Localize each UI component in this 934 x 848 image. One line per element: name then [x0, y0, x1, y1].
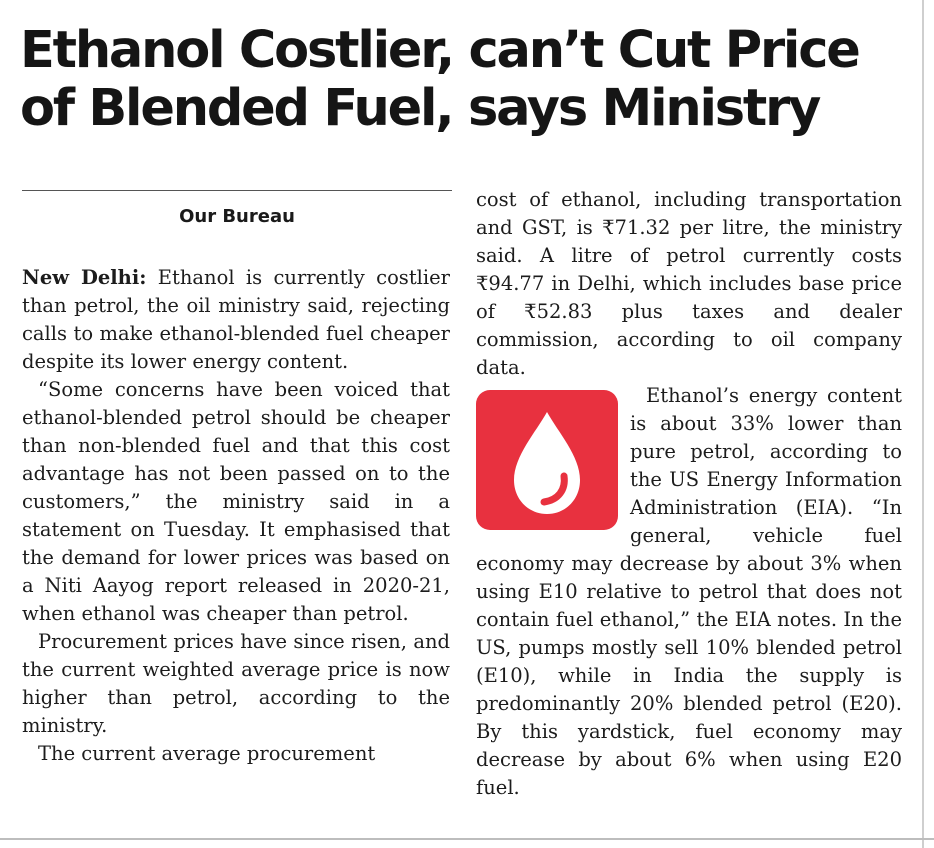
byline: Our Bureau — [179, 206, 295, 227]
article-column-right: cost of ethanol, including transportatio… — [476, 186, 902, 802]
article-paragraph-5: cost of ethanol, including transportatio… — [476, 188, 902, 379]
page-border-bottom — [0, 838, 934, 840]
byline-rule — [22, 190, 452, 191]
article-paragraph-4: The current average procurement — [38, 742, 376, 765]
article-paragraph-6: Ethanol’s energy content is about 33% lo… — [476, 384, 902, 799]
article-paragraph-2: “Some concerns have been voiced that eth… — [22, 378, 450, 625]
headline: Ethanol Costlier, can’t Cut Price of Ble… — [20, 22, 910, 138]
dateline: New Delhi: — [22, 266, 147, 289]
headline-line-1: Ethanol Costlier, can’t Cut Price — [20, 21, 861, 80]
article-paragraph-1: New Delhi: Ethanol is currently costlier… — [22, 264, 450, 376]
article-paragraph-3: Procurement prices have since risen, and… — [22, 630, 450, 737]
page-border-right — [922, 0, 924, 848]
fuel-drop-icon — [476, 390, 618, 530]
fuel-drop-highlight — [540, 472, 568, 506]
article-paragraph-1-text: Ethanol is currently costlier than petro… — [22, 266, 450, 373]
article-column-left: New Delhi: Ethanol is currently costlier… — [22, 264, 450, 768]
headline-line-2: of Blended Fuel, says Ministry — [20, 79, 821, 138]
